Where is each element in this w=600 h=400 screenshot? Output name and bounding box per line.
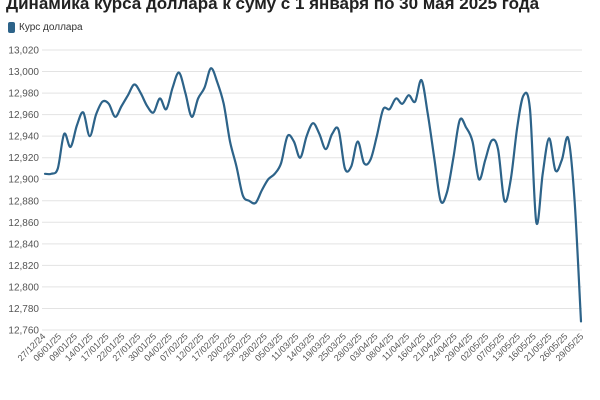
y-tick-label: 13,020: [8, 46, 39, 57]
series-line-usd-rate: [43, 67, 583, 323]
y-tick-label: 12,900: [8, 175, 39, 186]
y-tick-label: 13,000: [8, 67, 39, 78]
y-axis-ticks: 12,760 12,780 12,800 12,820 12,840 12,860 12,8…: [8, 46, 39, 337]
grid: [42, 49, 582, 331]
y-tick-label: 12,820: [8, 261, 39, 272]
y-tick-label: 12,880: [8, 196, 39, 207]
legend-swatch: [8, 22, 15, 33]
legend-label: Курс доллара: [19, 22, 83, 33]
y-tick-label: 12,940: [8, 132, 39, 143]
y-tick-label: 12,960: [8, 110, 39, 121]
series-layer: [43, 67, 583, 323]
y-tick-label: 12,840: [8, 239, 39, 250]
y-tick-label: 12,860: [8, 218, 39, 229]
y-tick-label: 12,760: [8, 326, 39, 337]
legend: Курс доллара: [8, 22, 83, 33]
x-axis-ticks: 27/12/2406/01/2509/01/2514/01/2517/01/25…: [16, 331, 586, 363]
y-tick-label: 12,980: [8, 89, 39, 100]
y-tick-label: 12,780: [8, 304, 39, 315]
y-tick-label: 12,920: [8, 153, 39, 164]
chart-title: Динамика курса доллара к суму с 1 января…: [6, 0, 540, 13]
y-tick-label: 12,800: [8, 282, 39, 293]
